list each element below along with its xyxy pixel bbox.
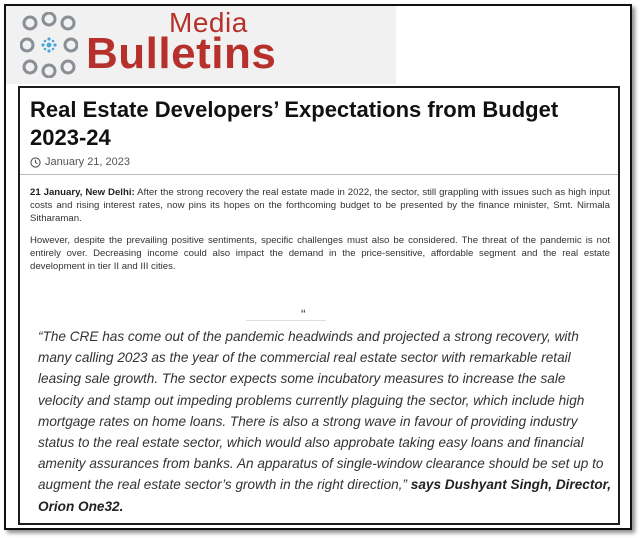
- lead-paragraph: 21 January, New Delhi: After the strong …: [30, 186, 610, 225]
- paragraph-2: However, despite the prevailing positive…: [30, 235, 610, 272]
- quote-mark-icon: “: [301, 306, 306, 322]
- quote-divider: [246, 320, 326, 321]
- quote-text: “The CRE has come out of the pandemic he…: [38, 329, 604, 493]
- pull-quote: “The CRE has come out of the pandemic he…: [38, 326, 612, 517]
- quote-attribution: says Dushyant Singh, Director, Orion One…: [38, 477, 611, 514]
- logo-bulletins-text: Bulletins: [86, 29, 277, 78]
- clock-icon: [30, 156, 41, 168]
- lead-text: After the strong recovery the real estat…: [30, 187, 610, 224]
- article-date: January 21, 2023: [30, 156, 130, 168]
- dateline: 21 January, New Delhi:: [30, 187, 135, 198]
- logo-media-text: Media: [169, 7, 248, 38]
- article-title: Real Estate Developers’ Expectations fro…: [30, 97, 559, 150]
- site-header: Media Bulletins: [6, 6, 396, 84]
- logo-icon: [20, 12, 78, 78]
- date-text: January 21, 2023: [45, 156, 131, 168]
- article-card: Real Estate Developers’ Expectations fro…: [18, 86, 620, 525]
- title-divider: [20, 174, 618, 175]
- screenshot-frame: Media Bulletins Real Estate Developers’ …: [4, 4, 632, 530]
